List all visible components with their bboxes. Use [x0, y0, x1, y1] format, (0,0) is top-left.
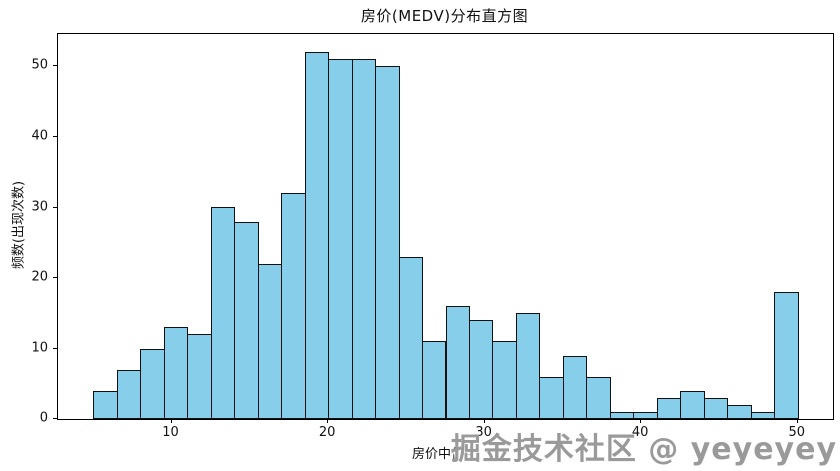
x-tick-label: 20	[318, 425, 336, 440]
y-tick-mark	[53, 206, 57, 208]
histogram-bar	[351, 59, 377, 419]
histogram-bar	[727, 404, 752, 419]
histogram-bar	[93, 390, 118, 419]
y-tick-label: 30	[31, 199, 48, 214]
y-tick-label: 20	[31, 269, 48, 285]
y-tick-mark	[53, 135, 57, 137]
x-tick-mark	[327, 419, 329, 423]
y-tick-label: 40	[31, 128, 48, 144]
y-tick-label: 50	[31, 57, 48, 73]
histogram-bar	[116, 369, 142, 419]
histogram-bar	[187, 334, 212, 419]
y-tick-mark	[53, 418, 57, 419]
histogram-bar	[539, 376, 564, 419]
watermark: 掘金技术社区 @ yeyeyey	[450, 432, 837, 467]
histogram-bar	[468, 320, 494, 419]
y-tick-mark	[53, 347, 57, 349]
histogram-bar	[750, 411, 776, 419]
plot-area	[57, 33, 834, 420]
x-tick-label: 10	[162, 425, 179, 440]
histogram-bar	[445, 306, 470, 419]
y-tick-mark	[53, 65, 57, 67]
chart-title: 房价(MEDV)分布直方图	[360, 7, 529, 25]
histogram-bar	[656, 397, 682, 419]
x-axis-label: 房价中位数	[411, 447, 477, 462]
histogram-bar	[328, 59, 353, 419]
histogram-bar	[257, 263, 283, 419]
histogram-bar	[774, 292, 799, 419]
histogram-bar	[680, 390, 705, 419]
y-tick-label: 0	[39, 410, 48, 426]
histogram-bar	[422, 341, 447, 419]
y-tick-mark	[53, 277, 57, 278]
x-tick-label: 30	[475, 425, 492, 440]
histogram-bar	[609, 411, 635, 419]
histogram-bar	[633, 411, 658, 419]
histogram-bar	[304, 52, 330, 419]
histogram-bar	[703, 397, 729, 419]
histogram-bar	[515, 313, 541, 419]
histogram-bar	[562, 355, 588, 419]
histogram-bar	[163, 327, 189, 419]
x-tick-mark	[170, 419, 172, 423]
x-tick-label: 50	[788, 425, 806, 440]
histogram-bar	[492, 341, 517, 419]
histogram-bar	[140, 348, 165, 419]
y-tick-label: 10	[31, 340, 48, 355]
x-tick-label: 40	[631, 425, 649, 440]
y-axis-label: 频数(出现次数)	[11, 180, 27, 270]
x-tick-mark	[796, 419, 798, 423]
histogram-bar	[398, 256, 423, 419]
histogram-bar	[210, 207, 236, 419]
histogram-bar	[234, 221, 259, 419]
x-tick-mark	[483, 419, 485, 423]
histogram-bar	[281, 193, 306, 419]
histogram-bar	[375, 66, 400, 419]
histogram-bar	[586, 376, 611, 419]
x-tick-mark	[640, 419, 642, 423]
